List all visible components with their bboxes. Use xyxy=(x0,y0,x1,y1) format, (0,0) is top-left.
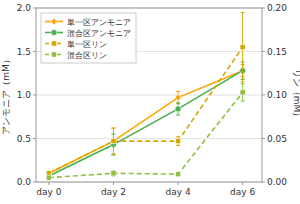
series-line xyxy=(49,71,243,174)
x-tick-label: day 2 xyxy=(101,187,126,197)
legend-label: 混合区リン xyxy=(67,51,107,60)
y-tick-label: 1.0 xyxy=(17,90,32,100)
point xyxy=(240,45,245,50)
legend-label: 混合区アンモニア xyxy=(67,29,131,38)
chart: day 0 day 2 day 4 day 6 0.0 0.5 1.0 1.5 2.0 0.00 0… xyxy=(0,0,300,204)
series-line xyxy=(49,47,243,173)
legend-marker xyxy=(51,18,57,25)
error-bar xyxy=(111,171,115,176)
y-tick xyxy=(33,51,36,52)
y2-tick-label: 0.05 xyxy=(267,134,287,144)
error-bar xyxy=(111,128,115,154)
y2-tick-label: 0.20 xyxy=(267,3,287,13)
legend-label: 単一区アンモニア xyxy=(67,18,131,27)
point xyxy=(110,138,116,145)
point xyxy=(111,171,116,176)
y2-tick xyxy=(262,8,265,9)
y-tick xyxy=(33,182,36,183)
error-bar xyxy=(47,172,51,175)
legend-marker xyxy=(51,41,56,46)
legend-box xyxy=(41,13,136,63)
grid-line xyxy=(36,95,262,96)
y2-axis-label: リン（mM） xyxy=(292,69,300,122)
legend-marker xyxy=(51,52,56,57)
point xyxy=(46,175,51,180)
y-tick xyxy=(33,8,36,9)
error-bar xyxy=(176,92,180,104)
series-line xyxy=(49,92,243,177)
point xyxy=(175,172,180,177)
y2-tick xyxy=(262,138,265,139)
x-tick-label: day 0 xyxy=(36,187,61,197)
error-bar xyxy=(176,103,180,115)
series xyxy=(46,12,245,176)
y2-tick xyxy=(262,51,265,52)
x-tick-label: day 6 xyxy=(230,187,255,197)
plot-frame xyxy=(36,8,262,182)
y-tick-label: 1.5 xyxy=(17,47,31,57)
error-bar xyxy=(176,172,180,175)
y-axis-label: アンモニア（mM） xyxy=(1,55,11,135)
error-bar xyxy=(47,176,51,179)
y-tick-label: 2.0 xyxy=(17,3,32,13)
legend-label: 単一区リン xyxy=(67,40,107,49)
y2-tick-label: 0.10 xyxy=(267,90,287,100)
y-tick-label: 0.5 xyxy=(17,134,31,144)
point xyxy=(240,90,245,95)
y2-tick-label: 0.15 xyxy=(267,47,287,57)
x-tick xyxy=(242,182,243,185)
series xyxy=(46,84,245,181)
grid-line xyxy=(36,138,262,139)
error-bar xyxy=(241,84,245,101)
point xyxy=(175,94,181,101)
y-tick-label: 0.0 xyxy=(17,177,32,187)
y2-tick xyxy=(262,95,265,96)
x-tick-label: day 4 xyxy=(165,187,190,197)
error-bar xyxy=(241,12,245,82)
legend: 単一区アンモニア混合区アンモニア単一区リン混合区リン xyxy=(41,13,136,63)
series-line xyxy=(49,71,243,176)
legend-marker xyxy=(51,30,57,36)
series xyxy=(46,62,246,179)
y-tick xyxy=(33,95,36,96)
error-bar xyxy=(111,128,115,154)
error-bar xyxy=(47,172,51,175)
y2-tick xyxy=(262,182,265,183)
point xyxy=(175,139,180,144)
y-tick xyxy=(33,138,36,139)
x-tick xyxy=(48,182,49,185)
series xyxy=(46,65,246,177)
x-tick xyxy=(113,182,114,185)
point xyxy=(111,139,116,144)
point xyxy=(175,106,181,112)
y2-tick-label: 0.00 xyxy=(267,177,287,187)
x-tick xyxy=(178,182,179,185)
